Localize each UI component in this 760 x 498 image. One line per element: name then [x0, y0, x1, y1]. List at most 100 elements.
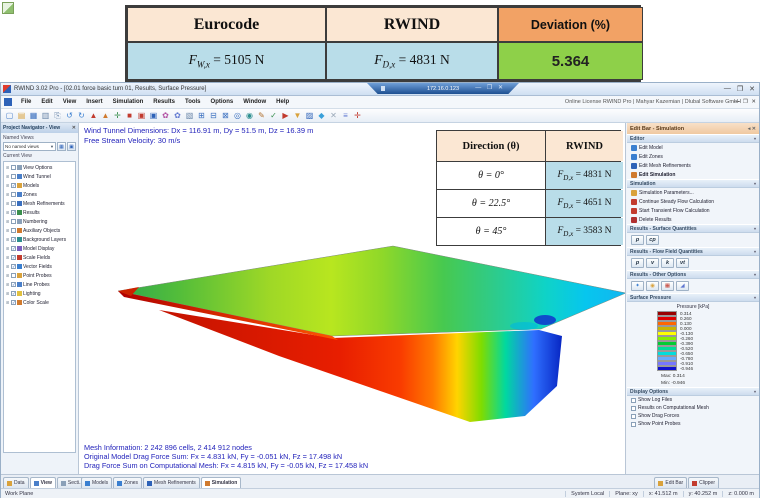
menu-item[interactable]: Insert [86, 99, 103, 105]
toolbar-icon[interactable]: ▶ [282, 111, 289, 120]
manage-views-button[interactable]: ▣ [67, 142, 76, 151]
toolbar-icon[interactable]: ✿ [174, 111, 181, 120]
save-view-button[interactable]: ▦ [57, 142, 66, 151]
tree-checkbox[interactable]: ✓ [11, 246, 16, 251]
tree-item[interactable]: ⊞ ✓ Models [4, 181, 75, 190]
quantity-button[interactable]: νt [676, 258, 689, 268]
pin-icon[interactable] [381, 86, 385, 91]
display-option[interactable]: Results on Computational Mesh [627, 404, 759, 412]
tree-checkbox[interactable]: ✓ [11, 300, 16, 305]
tree-item[interactable]: ⊞ ✓ Vector Fields [4, 262, 75, 271]
toolbar-icon[interactable]: ▧ [185, 111, 194, 120]
toolbar-icon[interactable]: ▦ [29, 111, 38, 120]
tree-checkbox[interactable]: ✓ [11, 183, 16, 188]
mdi-window-controls[interactable]: — ❐ ✕ [733, 99, 757, 105]
tree-expand-icon[interactable]: ⊞ [6, 282, 10, 287]
toolbar-icon[interactable]: ■ [127, 111, 132, 120]
toolbar-icon[interactable]: ↻ [78, 111, 85, 120]
section-flow-field-quantities[interactable]: Results - Flow Field Quantities ▾ [627, 247, 759, 256]
toolbar-icon[interactable]: ◎ [234, 111, 241, 120]
toolbar-icon[interactable]: ▼ [293, 111, 302, 120]
panel-pin-close-icons[interactable]: ◂ ✕ [747, 125, 756, 132]
menu-item[interactable]: Results [153, 99, 175, 105]
workspace-tab[interactable]: Simulation [200, 477, 242, 488]
quantity-button[interactable]: p [631, 235, 644, 245]
edit-bar-item[interactable]: Edit Mesh Refinements [627, 161, 759, 170]
toolbar-icon[interactable]: ⊟ [210, 111, 217, 120]
tree-checkbox[interactable]: ✓ [11, 255, 16, 260]
tree-expand-icon[interactable]: ⊞ [6, 291, 10, 296]
panel-tab[interactable]: Edit Bar [654, 477, 688, 488]
toolbar-icon[interactable]: ✎ [258, 111, 265, 120]
edit-bar-item[interactable]: Delete Results [627, 215, 759, 224]
tree-item[interactable]: ⊞ ✓ Color Scale [4, 298, 75, 307]
tree-checkbox[interactable] [11, 192, 16, 197]
menu-item[interactable]: Tools [184, 99, 201, 105]
section-other-options[interactable]: Results - Other Options ▾ [627, 270, 759, 279]
minimize-button[interactable]: — [723, 85, 731, 92]
toolbar-icon[interactable]: ▤ [17, 111, 26, 120]
tree-item[interactable]: ⊞ Point Probes [4, 271, 75, 280]
tree-expand-icon[interactable]: ⊞ [6, 201, 10, 206]
tree-item[interactable]: ⊞ ✓ Line Probes [4, 280, 75, 289]
edit-bar-item[interactable]: Continue Steady Flow Calculation [627, 197, 759, 206]
edit-bar-item[interactable]: Edit Simulation [627, 170, 759, 179]
tree-item[interactable]: ⊞ View Options [4, 163, 75, 172]
toolbar-icon[interactable]: ⊞ [198, 111, 205, 120]
menu-item[interactable]: Options [210, 99, 234, 105]
panel-close-icon[interactable]: ✕ [71, 125, 76, 131]
quantity-button[interactable]: cp [646, 235, 659, 245]
toolbar-icon[interactable]: ▣ [149, 111, 158, 120]
edit-bar-item[interactable]: Edit Model [627, 143, 759, 152]
quantity-button[interactable]: v [646, 258, 659, 268]
toolbar-icon[interactable]: ▥ [41, 111, 50, 120]
toolbar-icon[interactable]: ✕ [330, 111, 337, 120]
tree-item[interactable]: ⊞ Zones [4, 190, 75, 199]
status-system[interactable]: System Local [565, 490, 609, 497]
toolbar-icon[interactable]: ▣ [137, 111, 146, 120]
rdp-controls[interactable]: — ❐ ✕ [475, 85, 505, 91]
tree-expand-icon[interactable]: ⊞ [6, 246, 10, 251]
section-surface-pressure[interactable]: Surface Pressure ▾ [627, 293, 759, 302]
toolbar-icon[interactable]: ◆ [318, 111, 325, 120]
display-option-checkbox[interactable] [631, 405, 636, 411]
menu-item[interactable]: Simulation [112, 99, 144, 105]
quantity-button[interactable]: k [661, 258, 674, 268]
tree-checkbox[interactable] [11, 174, 16, 179]
tree-checkbox[interactable]: ✓ [11, 264, 16, 269]
workspace-tab[interactable]: Models [81, 477, 113, 488]
edit-bar-item[interactable]: Start Transient Flow Calculation [627, 206, 759, 215]
option-icon-button[interactable]: ▦ [661, 281, 674, 291]
toolbar-icon[interactable]: ▢ [5, 111, 14, 120]
menu-item[interactable]: Window [243, 99, 267, 105]
toolbar-icon[interactable]: ⊠ [222, 111, 229, 120]
tree-expand-icon[interactable]: ⊞ [6, 165, 10, 170]
tree-item[interactable]: ⊞ Wind Tunnel [4, 172, 75, 181]
tree-item[interactable]: ⊞ ✓ Model Display [4, 244, 75, 253]
menu-item[interactable]: View [62, 99, 77, 105]
display-option-checkbox[interactable] [631, 397, 636, 403]
display-option[interactable]: Show Log Files [627, 396, 759, 404]
tree-checkbox[interactable] [11, 165, 16, 170]
tree-item[interactable]: ⊞ Mesh Refinements [4, 199, 75, 208]
toolbar-icon[interactable]: ▲ [89, 111, 98, 120]
section-editor[interactable]: Editor ▾ [627, 134, 759, 143]
display-option-checkbox[interactable] [631, 413, 636, 419]
tree-checkbox[interactable]: ✓ [11, 282, 16, 287]
tree-expand-icon[interactable]: ⊞ [6, 183, 10, 188]
rdp-connection-bar[interactable]: 172.16.0.123 — ❐ ✕ [367, 83, 519, 94]
section-surface-quantities[interactable]: Results - Surface Quantities ▾ [627, 224, 759, 233]
section-display-options[interactable]: Display Options ▾ [627, 387, 759, 396]
tree-checkbox[interactable] [11, 219, 16, 224]
tree-expand-icon[interactable]: ⊞ [6, 255, 10, 260]
toolbar-icon[interactable]: ◉ [246, 111, 253, 120]
workspace-tab[interactable]: Zones [113, 477, 143, 488]
tree-checkbox[interactable]: ✓ [11, 210, 16, 215]
tree-expand-icon[interactable]: ⊞ [6, 219, 10, 224]
menu-item[interactable]: Edit [41, 99, 53, 105]
option-icon-button[interactable]: ◢ [676, 281, 689, 291]
edit-bar-item[interactable]: Simulation Parameters... [627, 188, 759, 197]
toolbar-icon[interactable]: ↺ [66, 111, 73, 120]
toolbar-icon[interactable]: ≡ [343, 111, 348, 120]
navigator-tab[interactable]: View [29, 477, 56, 488]
